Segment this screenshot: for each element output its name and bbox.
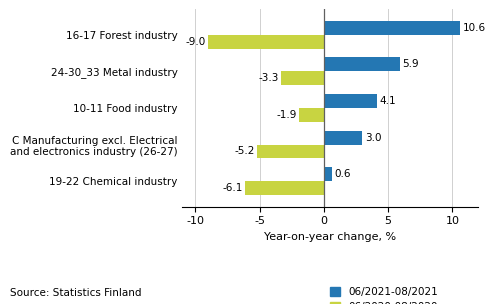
Text: -5.2: -5.2 <box>234 147 254 157</box>
Text: 0.6: 0.6 <box>334 169 351 179</box>
Bar <box>324 167 332 181</box>
Text: 5.9: 5.9 <box>402 59 419 69</box>
Text: -3.3: -3.3 <box>258 73 279 83</box>
Bar <box>282 71 324 85</box>
Bar <box>246 181 324 195</box>
X-axis label: Year-on-year change, %: Year-on-year change, % <box>264 232 396 242</box>
Bar <box>324 57 400 71</box>
Legend: 06/2021-08/2021, 06/2020-08/2020: 06/2021-08/2021, 06/2020-08/2020 <box>330 287 438 304</box>
Bar <box>299 108 324 122</box>
Bar <box>324 21 460 35</box>
Text: -6.1: -6.1 <box>222 183 243 193</box>
Text: 4.1: 4.1 <box>379 96 396 106</box>
Bar <box>324 131 362 144</box>
Bar <box>208 35 324 49</box>
Bar <box>257 144 324 158</box>
Text: -1.9: -1.9 <box>277 110 297 120</box>
Text: 10.6: 10.6 <box>463 23 486 33</box>
Text: -9.0: -9.0 <box>185 37 206 47</box>
Text: 3.0: 3.0 <box>365 133 382 143</box>
Bar <box>324 94 377 108</box>
Text: Source: Statistics Finland: Source: Statistics Finland <box>10 288 141 298</box>
